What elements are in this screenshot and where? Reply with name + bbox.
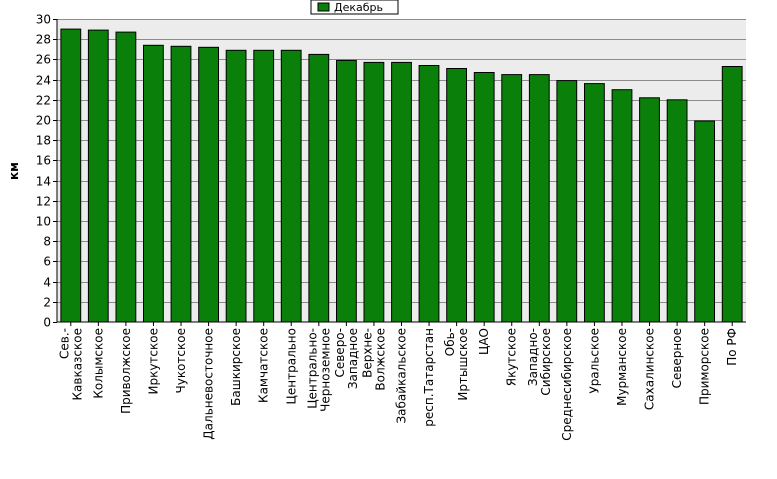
x-category-label: Камчатское <box>257 328 271 403</box>
x-category-label: Среднесибирское <box>560 328 574 441</box>
x-category-label: По РФ <box>725 328 739 366</box>
x-category-label: Дальневосточное <box>202 328 216 440</box>
x-category-label: Иркутское <box>147 328 161 395</box>
legend: Декабрь <box>310 0 399 15</box>
x-category-label: Башкирское <box>229 328 243 406</box>
x-category-label: Верхне- <box>360 328 374 378</box>
bar <box>584 83 605 323</box>
bar <box>115 31 137 323</box>
bar <box>391 61 412 323</box>
x-category-label: Чукотское <box>174 328 188 393</box>
y-tick-label: 20 <box>36 114 51 128</box>
bar <box>666 99 688 323</box>
bar <box>721 66 743 323</box>
x-category-label: Забайкальское <box>395 328 409 424</box>
legend-swatch <box>317 2 330 12</box>
bar <box>473 72 495 323</box>
y-tick-label: 14 <box>36 175 51 189</box>
x-category-label: Иртышское <box>456 328 470 401</box>
bar <box>363 61 385 323</box>
y-tick-label: 10 <box>36 215 51 229</box>
bar <box>60 28 82 323</box>
y-tick-label: 0 <box>43 316 51 330</box>
y-tick-label: 4 <box>43 276 51 290</box>
x-category-label: Западное <box>346 328 360 389</box>
x-category-label: Волжское <box>373 328 387 391</box>
y-axis-label: км <box>7 162 21 180</box>
x-category-label: Колымское <box>91 328 105 399</box>
bar <box>639 97 660 323</box>
bar <box>308 53 330 323</box>
x-category-label: Северное <box>670 328 684 388</box>
bar <box>446 68 468 323</box>
bar <box>87 29 109 323</box>
x-category-label: Центрально- <box>305 328 319 409</box>
bars <box>60 28 743 323</box>
x-category-label: Обь- <box>443 328 457 356</box>
x-category-label: Центрально <box>284 328 298 404</box>
bar <box>253 49 275 323</box>
bar <box>694 120 716 323</box>
bar <box>280 49 302 323</box>
y-tick-label: 26 <box>36 53 51 67</box>
bar <box>225 49 247 323</box>
y-tick-label: 18 <box>36 134 51 148</box>
y-tick-label: 6 <box>43 255 51 269</box>
x-category-label: Сибирское <box>539 328 553 396</box>
bar <box>143 44 164 323</box>
y-tick-label: 22 <box>36 94 51 108</box>
x-category-label: респ.Татарстан <box>422 328 436 427</box>
x-tick-labels: Сев.- Кавказское Колымское Приволжское Иркут… <box>57 322 739 441</box>
legend-label: Декабрь <box>334 1 383 14</box>
bar <box>501 74 523 323</box>
y-tick-label: 8 <box>43 235 51 249</box>
x-category-label: Сахалинское <box>643 328 657 410</box>
x-category-label: Черноземное <box>318 328 332 412</box>
x-category-label: Северо- <box>333 328 347 378</box>
y-tick-label: 30 <box>36 13 51 27</box>
bar <box>336 59 357 323</box>
x-category-label: Мурманское <box>615 328 629 406</box>
x-category-label: Кавказское <box>70 328 84 401</box>
legend-box <box>310 0 399 15</box>
y-tick-label: 12 <box>36 195 51 209</box>
y-tick-label: 16 <box>36 154 51 168</box>
bar <box>528 74 550 323</box>
bar <box>198 46 219 323</box>
x-category-label: Якутское <box>505 328 519 386</box>
y-tick-label: 2 <box>43 296 51 310</box>
x-category-label: Сев.- <box>57 328 71 359</box>
bar <box>611 89 633 323</box>
y-tick-label: 28 <box>36 33 51 47</box>
x-category-label: Уральское <box>587 328 601 394</box>
y-tick-label: 24 <box>36 74 51 88</box>
x-category-label: ЦАО <box>477 328 491 355</box>
x-category-label: Приволжское <box>119 328 133 414</box>
x-category-label: Западно- <box>526 328 540 386</box>
bar <box>556 80 578 323</box>
bar <box>418 65 440 323</box>
x-category-label: Приморское <box>698 328 712 405</box>
bar <box>170 45 192 323</box>
